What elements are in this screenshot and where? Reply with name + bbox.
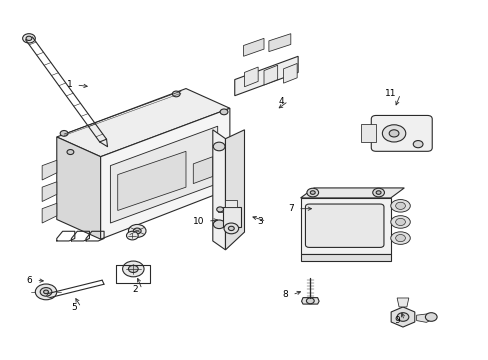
FancyBboxPatch shape bbox=[370, 116, 431, 151]
Polygon shape bbox=[301, 298, 319, 304]
Circle shape bbox=[213, 142, 224, 151]
Ellipse shape bbox=[390, 199, 409, 212]
Circle shape bbox=[67, 149, 74, 154]
Circle shape bbox=[395, 234, 405, 242]
Text: 10: 10 bbox=[192, 217, 203, 226]
Text: 11: 11 bbox=[385, 89, 396, 98]
Circle shape bbox=[26, 36, 32, 41]
Circle shape bbox=[213, 220, 224, 229]
Circle shape bbox=[22, 34, 35, 43]
Circle shape bbox=[126, 231, 138, 240]
Circle shape bbox=[412, 140, 422, 148]
Circle shape bbox=[388, 130, 398, 137]
Polygon shape bbox=[264, 65, 277, 85]
Text: 9: 9 bbox=[394, 316, 400, 325]
Text: 7: 7 bbox=[288, 204, 294, 213]
Polygon shape bbox=[360, 125, 375, 142]
Text: 6: 6 bbox=[26, 276, 32, 285]
Polygon shape bbox=[42, 203, 57, 223]
Polygon shape bbox=[42, 182, 57, 202]
Circle shape bbox=[395, 219, 405, 226]
Polygon shape bbox=[283, 63, 297, 83]
Polygon shape bbox=[101, 108, 229, 239]
Circle shape bbox=[382, 125, 405, 142]
Polygon shape bbox=[212, 130, 225, 250]
Polygon shape bbox=[222, 207, 241, 226]
Text: 2: 2 bbox=[132, 285, 138, 294]
Circle shape bbox=[372, 188, 384, 197]
Polygon shape bbox=[110, 126, 217, 223]
Text: 5: 5 bbox=[71, 303, 77, 312]
Polygon shape bbox=[396, 298, 408, 307]
Circle shape bbox=[128, 225, 146, 237]
Polygon shape bbox=[234, 56, 298, 96]
Polygon shape bbox=[243, 39, 264, 56]
Circle shape bbox=[306, 298, 314, 304]
FancyBboxPatch shape bbox=[305, 204, 383, 247]
Circle shape bbox=[43, 290, 48, 294]
Polygon shape bbox=[244, 67, 258, 87]
Polygon shape bbox=[57, 89, 229, 157]
Circle shape bbox=[425, 313, 436, 321]
Polygon shape bbox=[300, 253, 390, 261]
Ellipse shape bbox=[390, 216, 409, 228]
Circle shape bbox=[172, 91, 180, 97]
Circle shape bbox=[310, 191, 315, 194]
Polygon shape bbox=[416, 314, 433, 322]
Circle shape bbox=[35, 284, 57, 300]
Ellipse shape bbox=[390, 232, 409, 244]
Circle shape bbox=[224, 223, 238, 234]
Polygon shape bbox=[300, 198, 390, 253]
Polygon shape bbox=[390, 307, 414, 327]
Polygon shape bbox=[300, 188, 404, 198]
Polygon shape bbox=[193, 157, 212, 184]
Circle shape bbox=[306, 188, 318, 197]
Text: 4: 4 bbox=[278, 96, 284, 105]
Polygon shape bbox=[42, 160, 57, 180]
Circle shape bbox=[133, 228, 141, 234]
Circle shape bbox=[375, 191, 380, 194]
Polygon shape bbox=[225, 130, 244, 250]
Text: 8: 8 bbox=[282, 290, 288, 299]
Polygon shape bbox=[118, 151, 185, 211]
Polygon shape bbox=[224, 200, 237, 207]
Circle shape bbox=[396, 313, 408, 321]
Circle shape bbox=[228, 226, 234, 230]
Polygon shape bbox=[268, 34, 290, 51]
Text: 3: 3 bbox=[256, 217, 262, 226]
Circle shape bbox=[216, 207, 223, 212]
Text: 1: 1 bbox=[66, 81, 72, 90]
Circle shape bbox=[395, 202, 405, 210]
Circle shape bbox=[60, 131, 68, 136]
Polygon shape bbox=[217, 207, 222, 212]
Circle shape bbox=[128, 265, 138, 273]
Circle shape bbox=[40, 288, 52, 296]
Circle shape bbox=[122, 261, 144, 277]
Circle shape bbox=[220, 109, 227, 115]
Polygon shape bbox=[57, 137, 101, 239]
